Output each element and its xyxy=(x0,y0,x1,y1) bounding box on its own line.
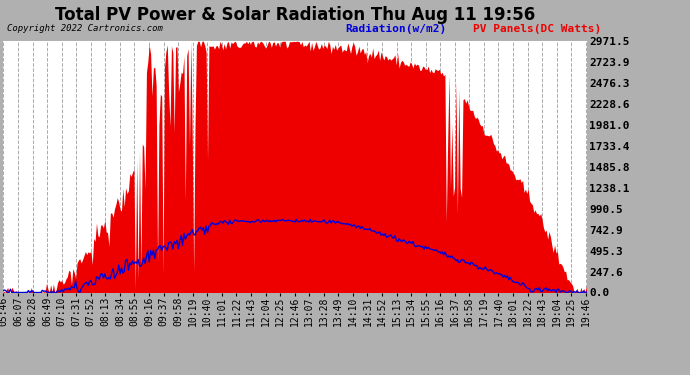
Text: Radiation(w/m2): Radiation(w/m2) xyxy=(345,24,446,34)
Text: Total PV Power & Solar Radiation Thu Aug 11 19:56: Total PV Power & Solar Radiation Thu Aug… xyxy=(55,6,535,24)
Text: Copyright 2022 Cartronics.com: Copyright 2022 Cartronics.com xyxy=(7,24,163,33)
Text: PV Panels(DC Watts): PV Panels(DC Watts) xyxy=(473,24,601,34)
